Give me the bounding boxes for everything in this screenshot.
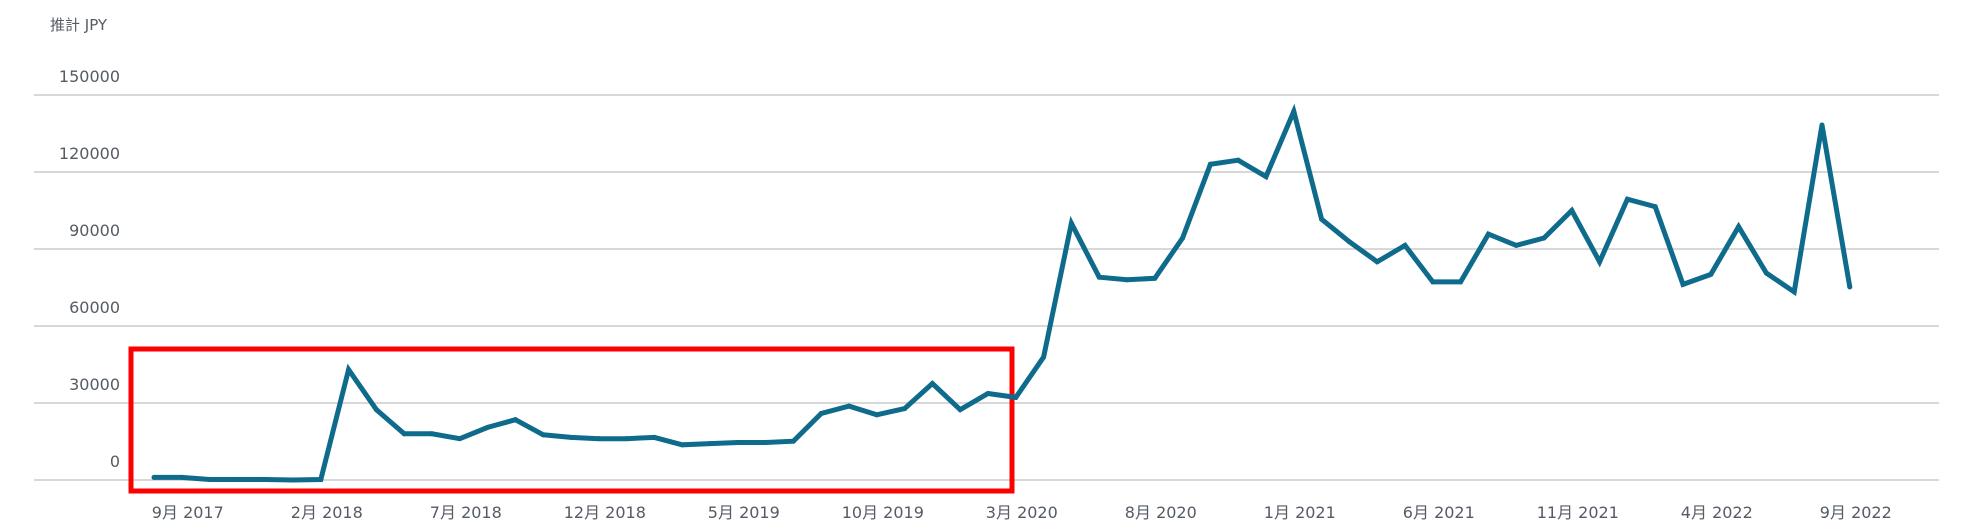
y-axis-ticks: 0 30000 60000 90000 120000 150000	[59, 67, 120, 471]
x-tick-label: 1月 2021	[1264, 503, 1336, 522]
data-point	[707, 441, 713, 447]
x-tick-label: 2月 2018	[291, 503, 363, 522]
data-point	[1124, 277, 1130, 283]
y-tick-label: 150000	[59, 67, 120, 86]
data-point	[290, 477, 296, 483]
y-tick-label: 120000	[59, 144, 120, 163]
data-point	[512, 417, 518, 423]
data-point	[1096, 274, 1102, 280]
data-point	[401, 431, 407, 437]
data-point	[1430, 279, 1436, 285]
data-point	[179, 474, 185, 480]
x-axis-ticks: 9月 2017 2月 2018 7月 2018 12月 2018 5月 2019 10月 …	[152, 503, 1892, 522]
y-tick-label: 30000	[69, 375, 120, 394]
series-group	[151, 103, 1853, 483]
data-point	[763, 440, 769, 446]
data-point	[735, 440, 741, 446]
data-point	[1652, 204, 1658, 210]
data-point	[373, 407, 379, 413]
data-point	[790, 438, 796, 444]
data-point	[596, 436, 602, 442]
data-point	[1291, 108, 1297, 114]
data-point	[1041, 354, 1047, 360]
y-axis-title: 推計 JPY	[50, 16, 108, 34]
data-point	[1180, 235, 1186, 241]
data-point	[1263, 174, 1269, 180]
data-point	[1374, 259, 1380, 265]
data-point	[1680, 281, 1686, 287]
x-tick-label: 9月 2022	[1820, 503, 1892, 522]
data-point	[874, 412, 880, 418]
x-tick-label: 9月 2017	[152, 503, 224, 522]
data-point	[1819, 122, 1825, 128]
x-tick-label: 6月 2021	[1403, 503, 1475, 522]
data-point	[1624, 196, 1630, 202]
data-point	[1847, 284, 1853, 290]
x-tick-label: 8月 2020	[1125, 503, 1197, 522]
data-point	[1207, 161, 1213, 167]
data-point	[679, 442, 685, 448]
data-point	[1791, 289, 1797, 295]
data-point	[818, 411, 824, 417]
data-point	[624, 436, 630, 442]
data-point	[985, 391, 991, 397]
data-point	[846, 403, 852, 409]
data-point	[1458, 279, 1464, 285]
x-tick-label: 4月 2022	[1681, 503, 1753, 522]
data-point	[1485, 231, 1491, 237]
data-point	[651, 434, 657, 440]
data-point	[540, 432, 546, 438]
data-point	[1319, 216, 1325, 222]
data-point	[1708, 271, 1714, 277]
data-point	[485, 424, 491, 430]
x-tick-label: 12月 2018	[564, 503, 646, 522]
data-point	[1569, 208, 1575, 213]
data-point	[346, 367, 352, 373]
data-point	[1736, 224, 1742, 230]
y-tick-label: 90000	[69, 221, 120, 240]
y-tick-label: 0	[110, 452, 120, 471]
x-tick-label: 11月 2021	[1537, 503, 1619, 522]
data-point	[1235, 157, 1241, 163]
data-point	[929, 380, 935, 386]
x-tick-label: 10月 2019	[842, 503, 924, 522]
data-point	[262, 476, 268, 482]
data-point	[1402, 242, 1408, 248]
data-point	[429, 431, 435, 437]
data-point	[1152, 275, 1158, 281]
data-point	[902, 406, 908, 412]
data-point	[1763, 270, 1769, 276]
data-point	[234, 476, 240, 482]
data-point	[1013, 394, 1019, 400]
data-point	[318, 476, 324, 482]
x-tick-label: 3月 2020	[986, 503, 1058, 522]
gridlines	[34, 94, 1939, 481]
x-tick-label: 7月 2018	[430, 503, 502, 522]
data-point	[568, 434, 574, 440]
series-line	[154, 103, 1853, 483]
data-point	[207, 476, 213, 482]
data-point	[1346, 239, 1352, 245]
x-tick-label: 5月 2019	[708, 503, 780, 522]
data-point	[1513, 242, 1519, 248]
highlight-box	[128, 346, 1015, 494]
data-point	[1597, 259, 1603, 265]
y-tick-label: 60000	[69, 298, 120, 317]
data-point	[1068, 220, 1074, 226]
data-point	[457, 436, 463, 442]
data-point	[151, 474, 157, 480]
data-point	[1541, 235, 1547, 241]
data-point	[957, 407, 963, 413]
